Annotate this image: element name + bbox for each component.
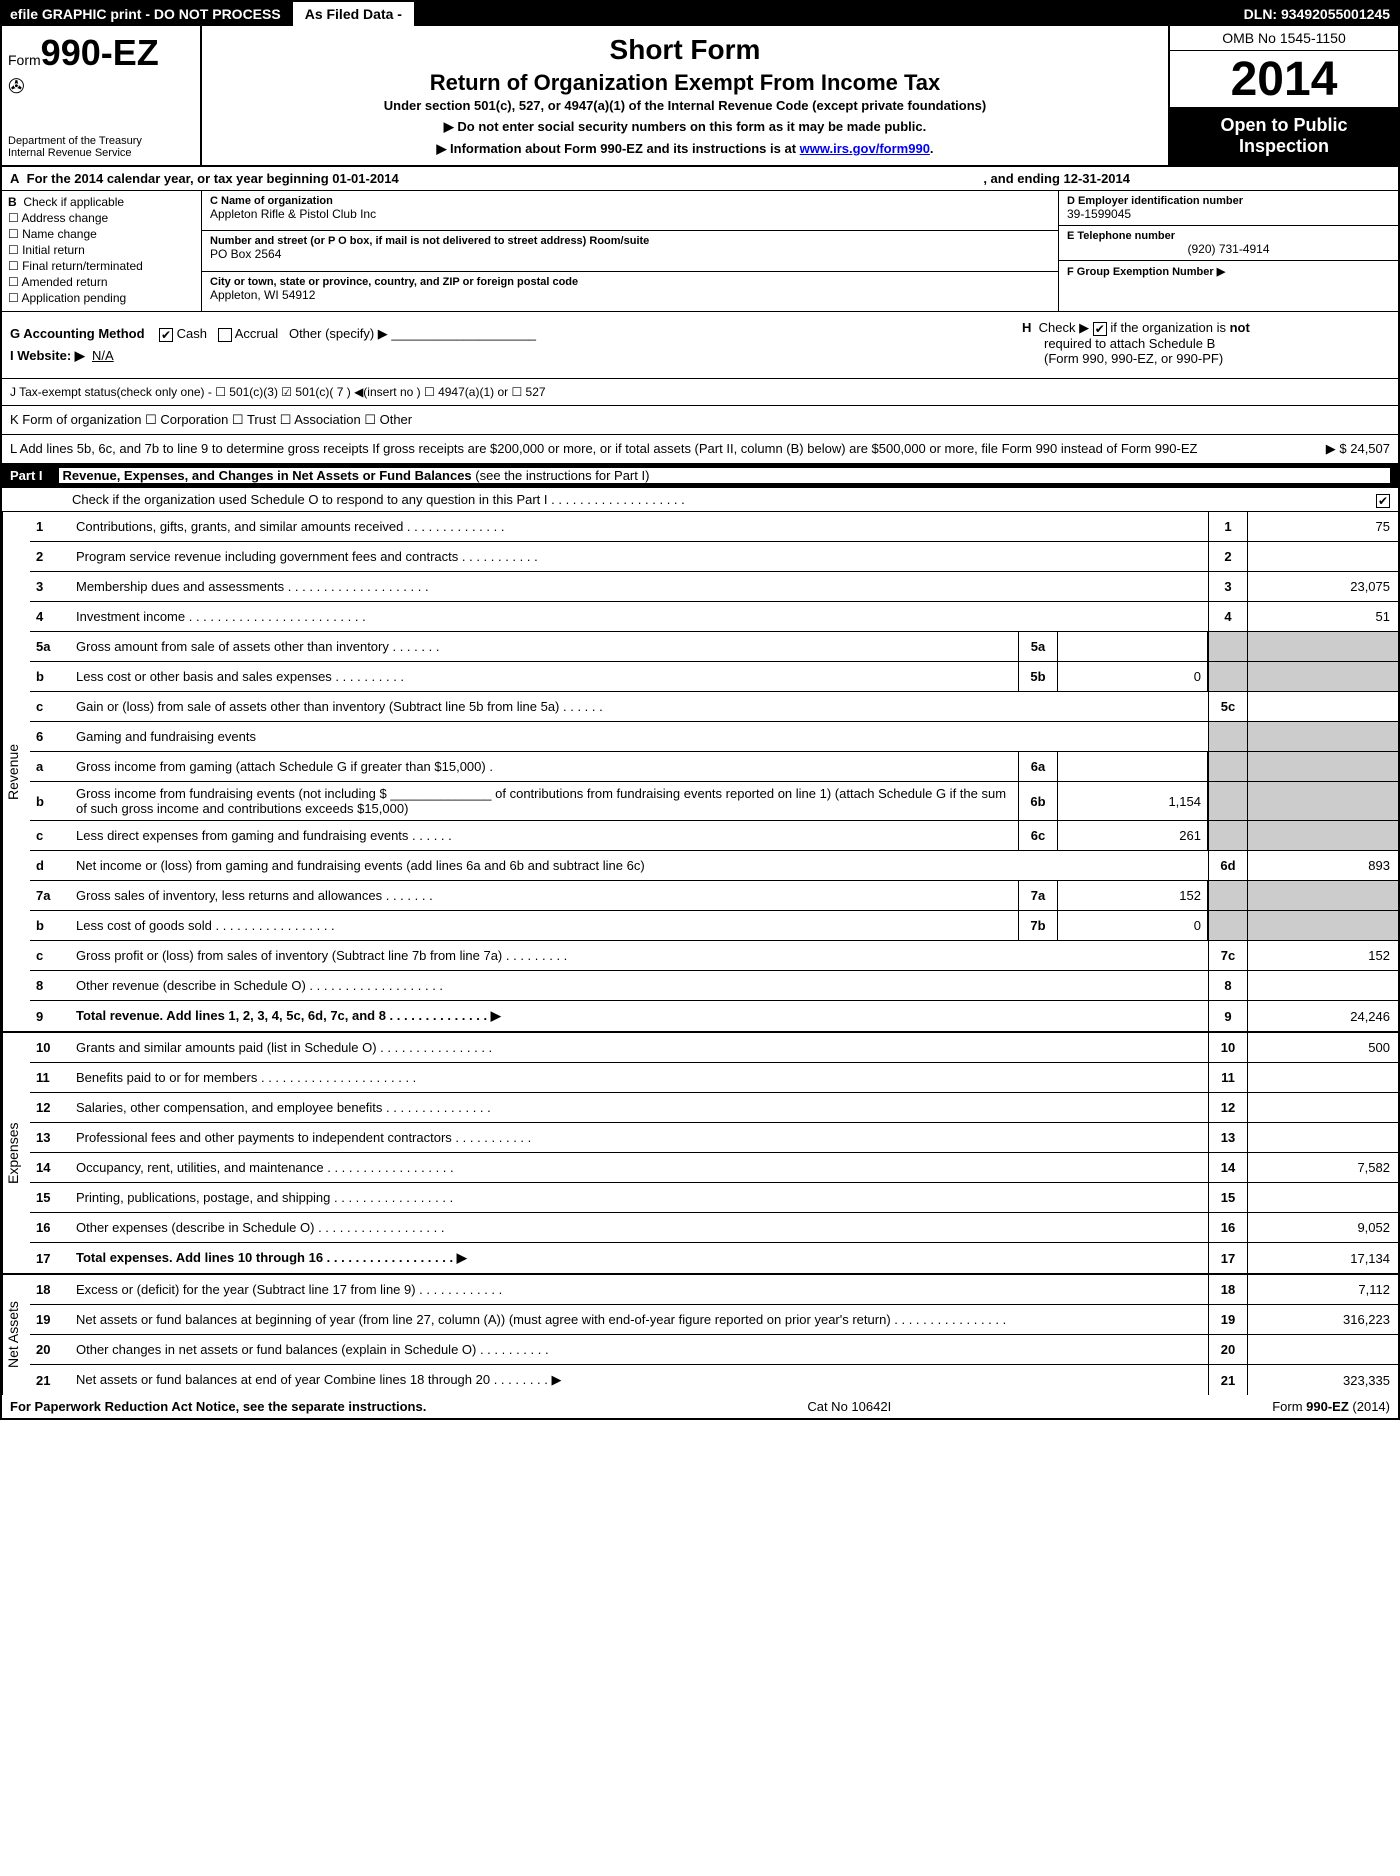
line-14: 14Occupancy, rent, utilities, and mainte… [30, 1153, 1398, 1183]
line-7c: cGross profit or (loss) from sales of in… [30, 941, 1398, 971]
line-16: 16Other expenses (describe in Schedule O… [30, 1213, 1398, 1243]
header-mid: Short Form Return of Organization Exempt… [202, 26, 1168, 165]
expenses-label: Expenses [2, 1033, 30, 1273]
line-5a: 5aGross amount from sale of assets other… [30, 632, 1398, 662]
revenue-label: Revenue [2, 512, 30, 1031]
dln: DLN: 93492055001245 [1236, 2, 1398, 26]
line-20: 20Other changes in net assets or fund ba… [30, 1335, 1398, 1365]
org-name: Appleton Rifle & Pistol Club Inc [210, 207, 1050, 221]
dept-treasury: Department of the Treasury [8, 135, 194, 147]
irs: Internal Revenue Service [8, 147, 194, 159]
phone: (920) 731-4914 [1067, 242, 1390, 256]
top-bar: efile GRAPHIC print - DO NOT PROCESS As … [2, 2, 1398, 26]
row-k: K Form of organization ☐ Corporation ☐ T… [2, 406, 1398, 435]
cat-no: Cat No 10642I [426, 1399, 1272, 1414]
gh-left: G Accounting Method ✔ Cash Accrual Other… [10, 320, 1010, 370]
line-5c: cGain or (loss) from sale of assets othe… [30, 692, 1398, 722]
line-6c: cLess direct expenses from gaming and fu… [30, 821, 1398, 851]
info-prefix: ▶ Information about Form 990-EZ and its … [436, 141, 799, 156]
tax-year: 2014 [1170, 51, 1398, 107]
line-19: 19Net assets or fund balances at beginni… [30, 1305, 1398, 1335]
cb-initial[interactable]: ☐ Initial return [8, 243, 195, 257]
group-exemption: F Group Exemption Number ▶ [1067, 265, 1390, 278]
line-12: 12Salaries, other compensation, and empl… [30, 1093, 1398, 1123]
cb-pending[interactable]: ☐ Application pending [8, 291, 195, 305]
short-form: Short Form [214, 34, 1156, 66]
line-6: 6Gaming and fundraising events [30, 722, 1398, 752]
line-2: 2Program service revenue including gover… [30, 542, 1398, 572]
sched-o-check: Check if the organization used Schedule … [2, 488, 1398, 512]
col-c: C Name of organization Appleton Rifle & … [202, 191, 1058, 311]
row-j: J Tax-exempt status(check only one) - ☐ … [2, 379, 1398, 406]
cb-address[interactable]: ☐ Address change [8, 211, 195, 225]
website: N/A [92, 348, 114, 363]
row-a: A For the 2014 calendar year, or tax yea… [2, 167, 1398, 191]
line-10: 10Grants and similar amounts paid (list … [30, 1033, 1398, 1063]
part1-header: Part I Revenue, Expenses, and Changes in… [2, 464, 1398, 488]
cb-name[interactable]: ☐ Name change [8, 227, 195, 241]
cb-amended[interactable]: ☐ Amended return [8, 275, 195, 289]
efile-notice: efile GRAPHIC print - DO NOT PROCESS [2, 2, 289, 26]
line-7a: 7aGross sales of inventory, less returns… [30, 881, 1398, 911]
line-21: 21Net assets or fund balances at end of … [30, 1365, 1398, 1395]
line-13: 13Professional fees and other payments t… [30, 1123, 1398, 1153]
as-filed: As Filed Data - [293, 2, 414, 26]
irs-link[interactable]: www.irs.gov/form990 [800, 141, 930, 156]
row-l: L Add lines 5b, 6c, and 7b to line 9 to … [2, 435, 1398, 464]
line-9: 9Total revenue. Add lines 1, 2, 3, 4, 5c… [30, 1001, 1398, 1031]
cb-cash[interactable]: ✔ [159, 328, 173, 342]
header-left: Form990-EZ ✇ Department of the Treasury … [2, 26, 202, 165]
line-1: 1Contributions, gifts, grants, and simil… [30, 512, 1398, 542]
line-6b: bGross income from fundraising events (n… [30, 782, 1398, 821]
ssn-warning: ▶ Do not enter social security numbers o… [214, 119, 1156, 135]
open-public: Open to Public [1178, 115, 1390, 136]
cb-sched-o[interactable]: ✔ [1376, 494, 1390, 508]
netassets-label: Net Assets [2, 1275, 30, 1395]
cb-final[interactable]: ☐ Final return/terminated [8, 259, 195, 273]
col-b: B Check if applicable ☐ Address change ☐… [2, 191, 202, 311]
line-6d: dNet income or (loss) from gaming and fu… [30, 851, 1398, 881]
form-subtitle: Under section 501(c), 527, or 4947(a)(1)… [214, 98, 1156, 113]
omb-number: OMB No 1545-1150 [1170, 26, 1398, 51]
gh-right: H Check ▶ ✔ if the organization is not r… [1010, 320, 1390, 370]
line-15: 15Printing, publications, postage, and s… [30, 1183, 1398, 1213]
line-8: 8Other revenue (describe in Schedule O) … [30, 971, 1398, 1001]
line-11: 11Benefits paid to or for members . . . … [30, 1063, 1398, 1093]
line-17: 17Total expenses. Add lines 10 through 1… [30, 1243, 1398, 1273]
line-18: 18Excess or (deficit) for the year (Subt… [30, 1275, 1398, 1305]
col-def: D Employer identification number 39-1599… [1058, 191, 1398, 311]
paperwork-notice: For Paperwork Reduction Act Notice, see … [10, 1399, 426, 1414]
line-3: 3Membership dues and assessments . . . .… [30, 572, 1398, 602]
cb-sched-b[interactable]: ✔ [1093, 322, 1107, 336]
form-number: 990-EZ [41, 32, 159, 73]
line-5b: bLess cost or other basis and sales expe… [30, 662, 1398, 692]
footer: For Paperwork Reduction Act Notice, see … [2, 1395, 1398, 1418]
cb-accrual[interactable] [218, 328, 232, 342]
form-prefix: Form [8, 52, 41, 68]
org-city: Appleton, WI 54912 [210, 288, 1050, 302]
inspection: Inspection [1178, 136, 1390, 157]
line-6a: aGross income from gaming (attach Schedu… [30, 752, 1398, 782]
line-7b: bLess cost of goods sold . . . . . . . .… [30, 911, 1398, 941]
ein: 39-1599045 [1067, 207, 1390, 221]
line-4: 4Investment income . . . . . . . . . . .… [30, 602, 1398, 632]
form-title: Return of Organization Exempt From Incom… [214, 70, 1156, 96]
header-right: OMB No 1545-1150 2014 Open to Public Ins… [1168, 26, 1398, 165]
org-street: PO Box 2564 [210, 247, 1050, 261]
gross-receipts: ▶ $ 24,507 [1326, 441, 1390, 457]
